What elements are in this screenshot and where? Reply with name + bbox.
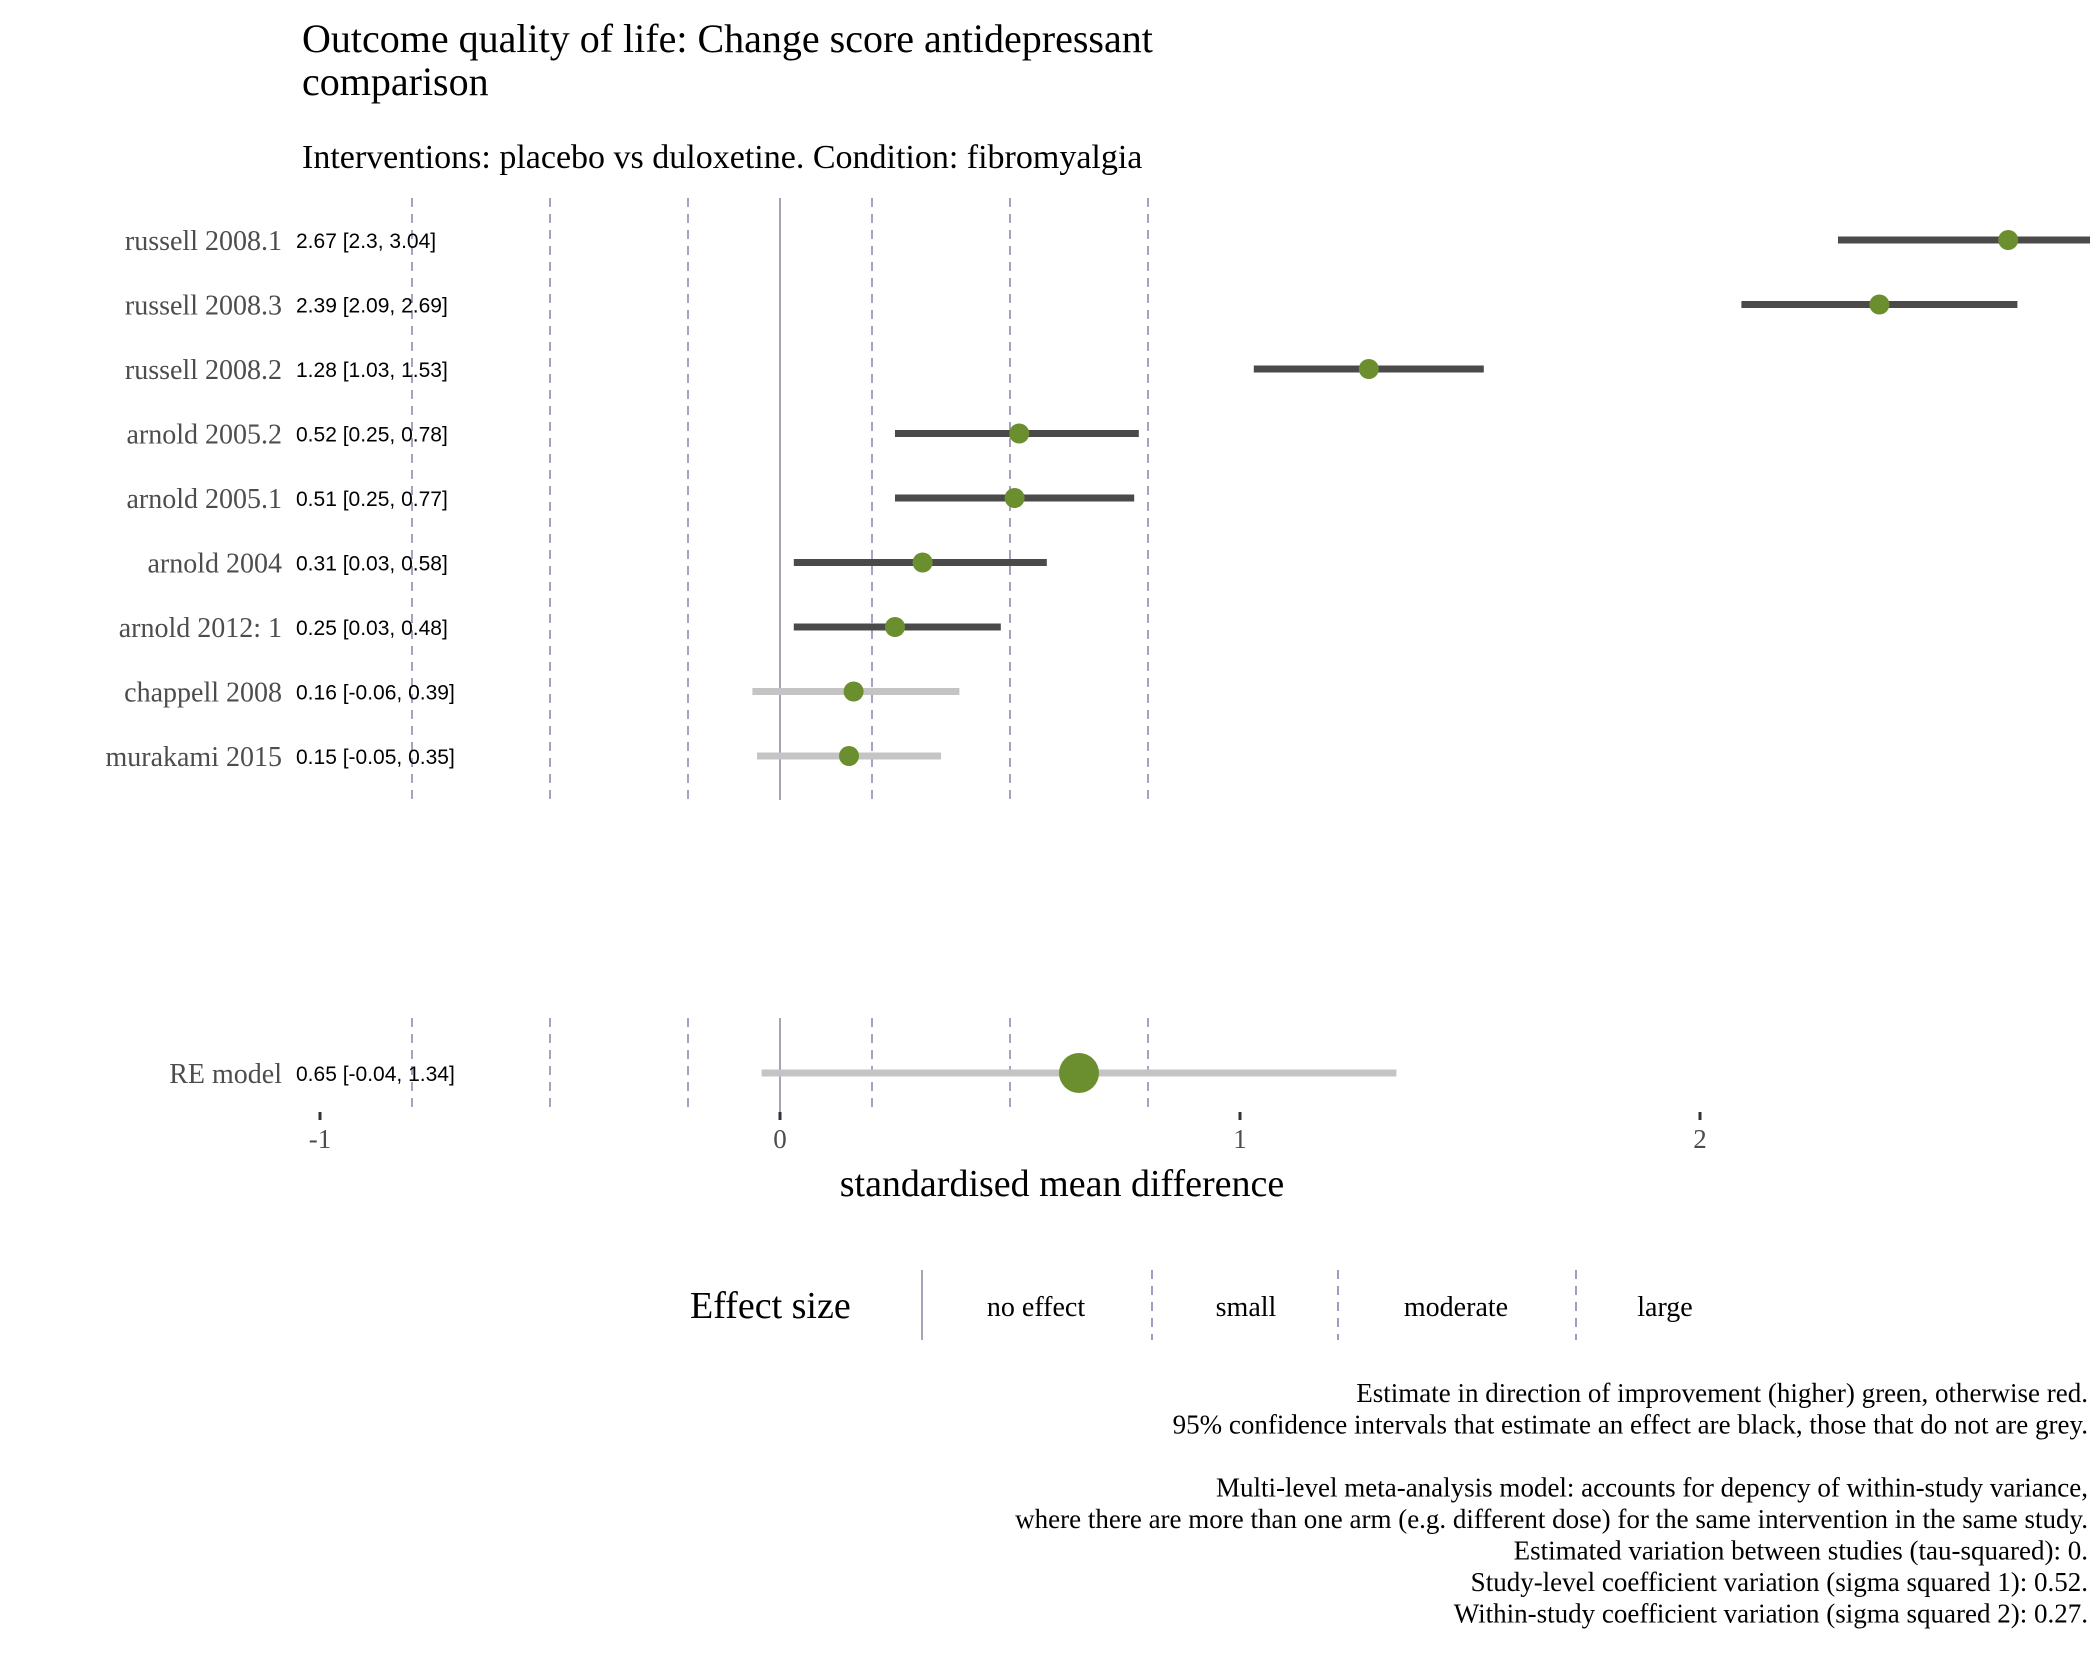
estimate-point xyxy=(1869,294,1890,315)
legend-entry-label: large xyxy=(1637,1292,1692,1323)
estimate-point xyxy=(1009,423,1030,444)
summary-label: RE model xyxy=(169,1059,282,1090)
caption-line: Study-level coefficient variation (sigma… xyxy=(1471,1567,2088,1597)
study-ci-text: 0.16 [-0.06, 0.39] xyxy=(296,682,455,705)
study-label: chappell 2008 xyxy=(124,678,282,709)
study-ci-text: 0.51 [0.25, 0.77] xyxy=(296,488,448,511)
chart-title-line: Outcome quality of life: Change score an… xyxy=(302,16,1153,61)
study-ci-text: 0.52 [0.25, 0.78] xyxy=(296,424,448,447)
summary-point xyxy=(1059,1053,1099,1093)
x-axis-label: standardised mean difference xyxy=(840,1163,1285,1205)
caption-line: Estimate in direction of improvement (hi… xyxy=(1356,1378,2088,1408)
x-tick-label: 2 xyxy=(1693,1124,1707,1154)
study-ci-text: 2.67 [2.3, 3.04] xyxy=(296,230,436,253)
caption-line: Estimated variation between studies (tau… xyxy=(1514,1536,2088,1566)
legend-entry-label: no effect xyxy=(987,1292,1085,1323)
study-ci-text: 0.25 [0.03, 0.48] xyxy=(296,617,448,640)
study-label: arnold 2012: 1 xyxy=(119,613,282,644)
chart-title-line: comparison xyxy=(302,59,489,104)
legend-title: Effect size xyxy=(690,1285,851,1327)
study-label: russell 2008.1 xyxy=(125,226,282,257)
x-tick-label: 1 xyxy=(1233,1124,1247,1154)
chart-subtitle: Interventions: placebo vs duloxetine. Co… xyxy=(302,139,1142,176)
estimate-point xyxy=(885,617,905,637)
estimate-point xyxy=(912,552,933,573)
study-label: russell 2008.2 xyxy=(125,355,282,386)
study-label: arnold 2005.2 xyxy=(126,420,282,451)
caption-line: 95% confidence intervals that estimate a… xyxy=(1173,1410,2088,1440)
legend-entry-label: moderate xyxy=(1404,1292,1508,1323)
x-tick-label: -1 xyxy=(309,1124,332,1154)
study-label: murakami 2015 xyxy=(105,742,282,773)
estimate-point xyxy=(843,681,864,702)
estimate-point xyxy=(1998,230,2019,250)
study-ci-text: 0.15 [-0.05, 0.35] xyxy=(296,746,455,769)
x-tick-label: 0 xyxy=(773,1124,787,1154)
caption-line: where there are more than one arm (e.g. … xyxy=(1015,1504,2088,1534)
study-label: arnold 2004 xyxy=(147,549,282,580)
caption-line: Within-study coefficient variation (sigm… xyxy=(1454,1599,2088,1629)
study-label: russell 2008.3 xyxy=(125,291,282,322)
study-label: arnold 2005.1 xyxy=(126,484,282,515)
study-ci-text: 1.28 [1.03, 1.53] xyxy=(296,359,448,382)
study-ci-text: 0.31 [0.03, 0.58] xyxy=(296,553,448,576)
data-area xyxy=(752,230,2090,1093)
study-ci-text: 2.39 [2.09, 2.69] xyxy=(296,295,448,318)
estimate-point xyxy=(1358,359,1379,379)
estimate-point xyxy=(1004,488,1025,508)
estimate-point xyxy=(839,746,859,766)
legend-entry-label: small xyxy=(1216,1292,1277,1323)
summary-ci-text: 0.65 [-0.04, 1.34] xyxy=(296,1063,455,1086)
caption-line: Multi-level meta-analysis model: account… xyxy=(1216,1473,2088,1503)
